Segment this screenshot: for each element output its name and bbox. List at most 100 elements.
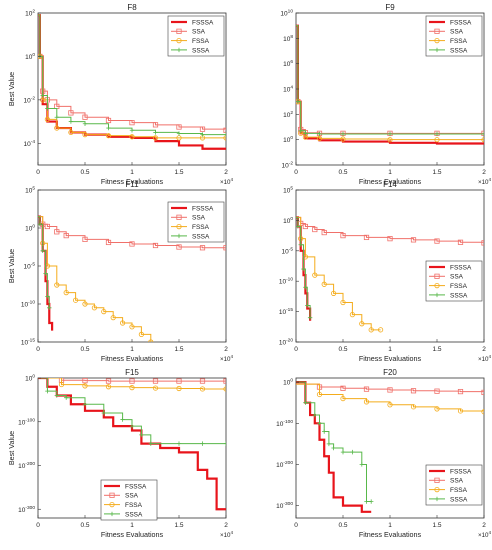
data-point (120, 417, 125, 422)
legend-item-fssa: FSSA (429, 486, 468, 494)
data-point (340, 395, 346, 402)
legend-marker (434, 496, 440, 502)
series-fssa (38, 216, 154, 342)
y-tick-label: 10-20 (279, 338, 293, 347)
data-point (223, 441, 226, 446)
data-point (152, 242, 159, 249)
data-point (303, 400, 308, 405)
x-tick-label: 0 (294, 522, 298, 529)
x-tick-label: 0 (36, 346, 40, 353)
y-tick-label: 10-200 (18, 461, 35, 470)
legend-label: FSSSA (450, 264, 472, 271)
data-point (176, 131, 182, 136)
data-point (481, 409, 484, 415)
legend-marker (434, 47, 440, 53)
data-point (199, 386, 206, 392)
data-point (296, 224, 301, 229)
legend-marker (176, 214, 182, 220)
legend-label: FSSA (192, 38, 210, 45)
x-tick-label: 0.5 (80, 346, 89, 353)
legend-marker (176, 28, 182, 34)
chart-f20: 0 0.5 1 1.5 2 10-300 10-200 10-100 100 F20 Fitness… (276, 368, 491, 539)
y-axis-label: Best Value (7, 249, 16, 283)
legend-label: FSSSA (125, 483, 147, 490)
legend-item-fssa: FSSA (104, 501, 143, 509)
series-fssa (38, 378, 226, 392)
data-point (364, 499, 369, 504)
data-point (369, 499, 374, 504)
x-tick-label: 1.5 (432, 169, 441, 176)
legend-marker (109, 511, 115, 517)
x-tick-label: 0.5 (80, 522, 89, 529)
y-tick-label: 10-4 (24, 139, 36, 148)
legend-item-sssa: SSSA (171, 233, 210, 240)
data-point (129, 241, 135, 247)
data-point (301, 266, 306, 272)
series-sssa (296, 381, 374, 504)
series-sssa (296, 216, 313, 320)
data-point (82, 301, 88, 307)
data-point (40, 93, 45, 98)
legend-item-fssa: FSSA (171, 37, 210, 45)
y-tick-label: 10-200 (276, 460, 293, 469)
x-tick-label: 2 (224, 522, 228, 529)
data-point (481, 389, 484, 396)
chart-title: F15 (125, 368, 139, 377)
data-point (322, 429, 327, 434)
x-tick-label: 0 (36, 522, 40, 529)
data-point (200, 441, 205, 446)
y-axis-label: Best Value (7, 431, 16, 465)
data-point (110, 315, 116, 321)
data-point (54, 282, 60, 288)
legend-item-fsssa: FSSSA (171, 205, 214, 212)
legend-marker (176, 224, 182, 230)
legend-item-sssa: SSSA (104, 511, 143, 518)
x-tick-label: 0.5 (338, 522, 347, 529)
legend-item-ssa: SSA (104, 492, 139, 500)
data-point (148, 339, 154, 342)
data-point (54, 125, 60, 131)
series-sssa (38, 378, 226, 446)
legend-label: FSSSA (450, 468, 472, 475)
y-tick-label: 106 (283, 59, 293, 68)
legend-marker (176, 233, 182, 239)
data-point (410, 237, 417, 243)
data-point (387, 387, 393, 393)
data-point (223, 378, 226, 384)
data-point (82, 236, 88, 242)
data-point (43, 271, 48, 276)
legend-label: SSA (192, 29, 206, 36)
series-line-fsssa (296, 381, 372, 513)
data-point (340, 385, 346, 391)
legend-marker (109, 501, 115, 508)
data-point (73, 297, 79, 303)
data-point (321, 281, 327, 287)
x-multiplier: ×104 (478, 354, 492, 363)
data-point (410, 388, 417, 394)
data-point (54, 393, 59, 398)
x-tick-label: 2 (482, 522, 486, 529)
series-ssa (38, 378, 226, 384)
legend-marker (434, 282, 440, 289)
y-tick-label: 10-300 (18, 505, 35, 514)
x-tick-label: 0.5 (338, 346, 347, 353)
legend-item-fsssa: FSSSA (429, 19, 472, 26)
data-point (298, 242, 303, 247)
legend-item-fssa: FSSA (171, 224, 210, 231)
data-point (307, 315, 313, 320)
data-point (368, 327, 374, 333)
y-tick-label: 105 (283, 186, 293, 195)
legend-label: FSSA (450, 283, 468, 290)
legend-item-fssa: FSSA (429, 37, 468, 45)
data-point (63, 289, 69, 296)
data-point (152, 135, 159, 141)
data-point (120, 320, 126, 326)
data-point (387, 131, 393, 137)
x-multiplier: ×104 (220, 354, 234, 363)
x-tick-label: 1.5 (174, 346, 183, 353)
legend-item-sssa: SSSA (171, 47, 210, 54)
data-point (305, 303, 310, 308)
series-ssa (296, 383, 484, 396)
data-point (363, 234, 370, 241)
